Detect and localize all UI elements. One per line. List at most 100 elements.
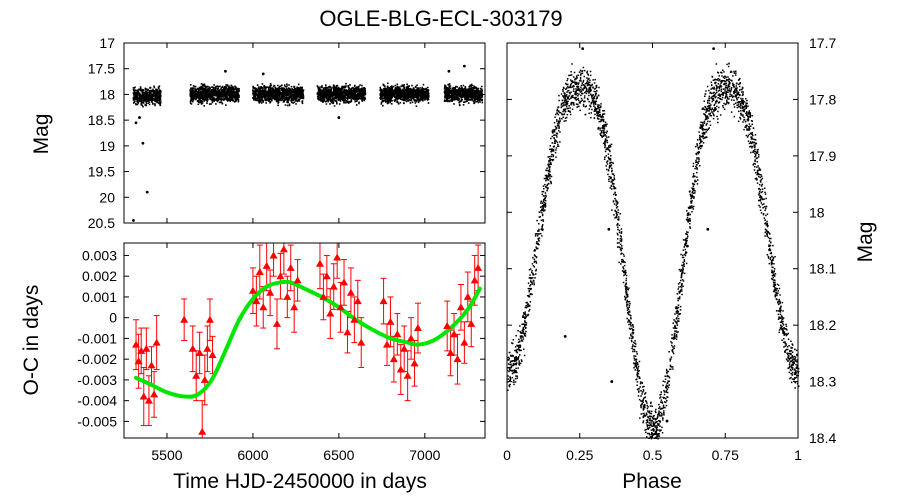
oc-point [386,317,395,325]
phase-x-tick-label: 0.5 [643,447,663,463]
oc-point [276,272,285,280]
lightcurve-point-cloud [132,82,484,108]
oc-point [279,245,288,253]
oc-point [340,278,349,286]
lightcurve-points [132,64,484,222]
oc-point [396,365,405,373]
oc-point [410,359,419,367]
lightcurve-y-tick-label: 20 [99,189,115,205]
oc-point [200,375,209,383]
phase-y-tick-label: 18.2 [809,317,836,333]
oc-point [134,357,143,365]
phase-outlier [686,244,689,248]
oc-point [195,348,204,356]
oc-x-tick-label: 5500 [151,447,182,463]
oc-point [252,297,261,305]
oc-y-label: O-C in days [20,285,43,396]
lightcurve-y-tick-label: 18.5 [88,112,115,128]
lightcurve-y-label: Mag [30,114,53,155]
oc-point [192,371,201,379]
phase-x-tick-label: 0 [503,447,511,463]
oc-x-tick-label: 6000 [237,447,268,463]
lightcurve-outlier [447,69,451,73]
lightcurve-outlier [261,72,265,76]
oc-fit-curve [134,279,482,399]
phase-x-label: Phase [622,470,682,493]
oc-point [403,371,412,379]
oc-point [132,340,141,348]
oc-point [322,272,331,280]
oc-point [205,315,214,323]
oc-x-tick-label: 7000 [409,447,440,463]
lightcurve-y-tick-label: 19.5 [88,164,115,180]
oc-x-label: Time HJD-2450000 in days [173,470,427,493]
lightcurve-outlier [224,69,227,73]
oc-point [272,319,281,327]
oc-point [463,292,472,300]
phase-y-tick-label: 17.9 [809,148,836,164]
phase-points [507,47,800,440]
oc-point [460,338,469,346]
oc-panel: 0.003 0.002 0.001 0 -0.001 -0.002 -0.003 -0.004… [20,242,486,493]
lightcurve-outlier [337,116,341,119]
oc-point [389,355,398,363]
phase-y-tick-label: 18.4 [809,430,836,446]
oc-point [208,351,217,359]
oc-point [259,303,268,311]
oc-point [474,263,483,271]
oc-point [379,297,388,305]
oc-y-tick-label: -0.004 [77,393,117,409]
oc-y-tick-label: 0.002 [82,268,117,284]
oc-y-tick-label: 0 [109,310,117,326]
oc-point [350,315,359,323]
lightcurve-y-tick-label: 19 [99,138,115,154]
oc-point [470,276,479,284]
oc-point [446,348,455,356]
oc-point [400,344,409,352]
oc-point [357,338,366,346]
oc-point [286,263,295,271]
oc-point [255,268,264,276]
oc-point [188,344,197,352]
oc-point [467,319,476,327]
lightcurve-panel: 17 17.5 18 18.5 19 19.5 20 20.5 Mag [30,35,486,231]
oc-point [198,427,207,435]
oc-point [450,330,459,338]
lightcurve-outlier [141,141,145,145]
lightcurve-y-tick-label: 17 [99,35,115,51]
phase-outlier [712,47,716,51]
oc-point [262,261,271,269]
phase-y-tick-label: 17.7 [809,35,836,51]
phase-y-tick-label: 18 [809,204,825,220]
oc-point [413,324,422,332]
phase-outlier [706,227,710,231]
oc-x-tick-label: 6500 [323,447,354,463]
oc-point [453,355,462,363]
phase-y-label: Mag [854,222,877,263]
oc-point [180,315,189,323]
oc-point [142,344,151,352]
oc-point [407,334,416,342]
oc-point [353,297,362,305]
oc-point [315,259,324,267]
oc-point [393,330,402,338]
phase-y-tick-label: 18.3 [809,374,836,390]
phase-ticks: 17.7 17.8 17.9 18 18.1 18.2 18.3 18.4 0 0.25 0.5 0.… [503,35,836,463]
lightcurve-outlier [138,116,141,119]
phase-x-tick-label: 1 [794,447,802,463]
oc-point [137,346,146,354]
oc-y-tick-label: 0.003 [82,247,117,263]
oc-point [293,276,302,284]
phase-panel: 17.7 17.8 17.9 18 18.1 18.2 18.3 18.4 0 0.25 0.5 0.… [503,35,877,493]
lightcurve-y-ticks: 17 17.5 18 18.5 19 19.5 20 20.5 [88,35,485,231]
oc-point [203,344,212,352]
phase-outlier [563,335,567,338]
phase-outlier [581,47,585,51]
oc-point [290,303,299,311]
oc-y-tick-label: 0.001 [82,289,117,305]
oc-y-tick-label: -0.003 [77,372,117,388]
oc-point [266,288,275,296]
phase-outlier [607,227,611,231]
oc-y-tick-label: -0.001 [77,330,117,346]
lightcurve-outlier [134,121,138,125]
